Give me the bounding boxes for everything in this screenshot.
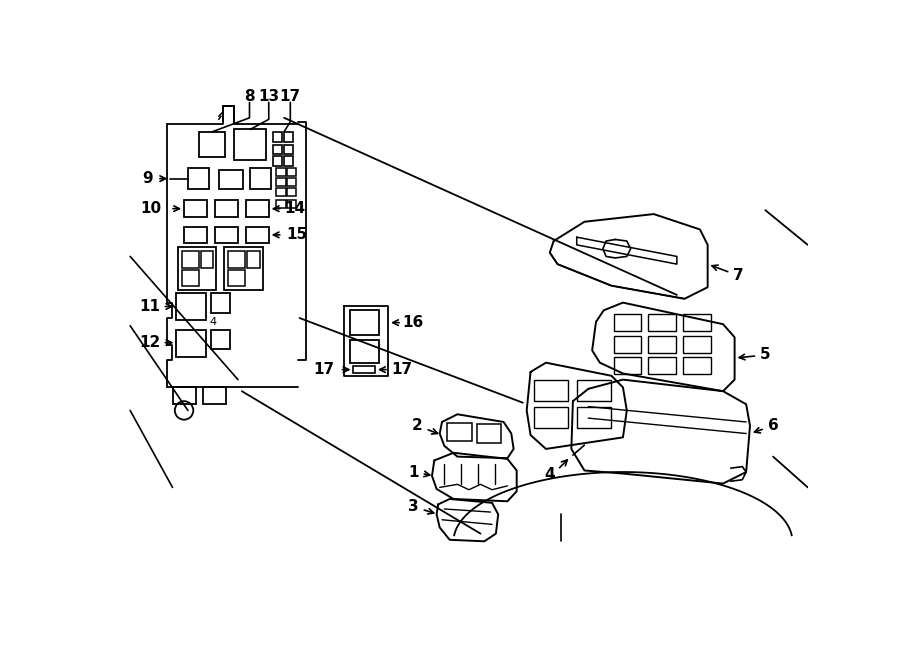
Text: 2: 2 bbox=[412, 418, 437, 434]
Text: 17: 17 bbox=[280, 89, 301, 104]
Bar bbox=[173, 387, 195, 405]
Bar bbox=[248, 251, 259, 268]
Bar bbox=[246, 200, 269, 217]
Bar bbox=[215, 227, 238, 243]
Text: 7: 7 bbox=[712, 265, 743, 283]
Bar bbox=[215, 200, 238, 217]
Bar bbox=[287, 168, 296, 176]
Bar bbox=[211, 330, 230, 349]
Bar bbox=[683, 336, 711, 353]
Text: 11: 11 bbox=[140, 299, 161, 314]
Text: 3: 3 bbox=[409, 499, 434, 514]
Text: 16: 16 bbox=[402, 315, 423, 330]
Bar bbox=[176, 330, 205, 356]
Bar bbox=[284, 132, 293, 143]
Text: 6: 6 bbox=[754, 418, 778, 434]
Bar bbox=[184, 200, 207, 217]
Bar bbox=[349, 310, 379, 335]
Bar bbox=[648, 358, 676, 374]
Bar bbox=[249, 168, 271, 190]
Text: 15: 15 bbox=[286, 227, 307, 243]
Bar bbox=[349, 340, 379, 363]
Bar bbox=[683, 358, 711, 374]
Bar bbox=[648, 336, 676, 353]
Bar bbox=[284, 145, 293, 154]
Text: 14: 14 bbox=[284, 201, 305, 216]
Text: 13: 13 bbox=[258, 89, 279, 104]
Bar bbox=[176, 293, 205, 321]
Text: 12: 12 bbox=[140, 335, 161, 350]
Bar bbox=[287, 200, 296, 208]
Bar bbox=[447, 423, 472, 442]
Bar bbox=[228, 251, 245, 268]
Text: 1: 1 bbox=[409, 465, 429, 479]
Bar bbox=[683, 314, 711, 331]
Bar bbox=[276, 178, 285, 186]
Bar bbox=[219, 170, 243, 190]
Bar bbox=[614, 358, 642, 374]
Text: 8: 8 bbox=[244, 89, 255, 104]
Bar bbox=[178, 247, 216, 290]
Bar bbox=[354, 366, 375, 373]
Bar bbox=[224, 247, 263, 290]
Bar bbox=[477, 424, 501, 443]
Bar bbox=[577, 379, 610, 401]
Text: 17: 17 bbox=[392, 362, 412, 377]
Bar bbox=[246, 227, 269, 243]
Bar bbox=[577, 407, 610, 428]
Bar bbox=[228, 270, 245, 286]
Bar bbox=[273, 145, 282, 154]
Bar bbox=[188, 168, 210, 190]
Bar bbox=[273, 132, 282, 143]
Bar bbox=[182, 270, 199, 286]
Bar bbox=[203, 387, 227, 405]
Bar bbox=[200, 132, 225, 157]
Bar bbox=[276, 188, 285, 196]
Bar bbox=[211, 293, 230, 313]
Bar bbox=[201, 251, 213, 268]
Text: 10: 10 bbox=[140, 201, 161, 216]
Bar bbox=[648, 314, 676, 331]
Bar bbox=[614, 314, 642, 331]
Text: 4: 4 bbox=[210, 317, 217, 327]
Bar bbox=[287, 188, 296, 196]
Bar bbox=[284, 156, 293, 165]
Bar bbox=[184, 227, 207, 243]
Bar bbox=[273, 156, 282, 165]
Bar bbox=[535, 379, 568, 401]
Bar bbox=[276, 200, 285, 208]
Bar bbox=[182, 251, 199, 268]
Text: 4: 4 bbox=[544, 467, 555, 482]
Bar bbox=[287, 178, 296, 186]
Bar bbox=[614, 336, 642, 353]
Text: 5: 5 bbox=[739, 348, 770, 362]
Bar bbox=[234, 130, 266, 160]
Bar bbox=[535, 407, 568, 428]
Text: 9: 9 bbox=[142, 171, 152, 186]
Bar bbox=[276, 168, 285, 176]
Text: 17: 17 bbox=[313, 362, 335, 377]
